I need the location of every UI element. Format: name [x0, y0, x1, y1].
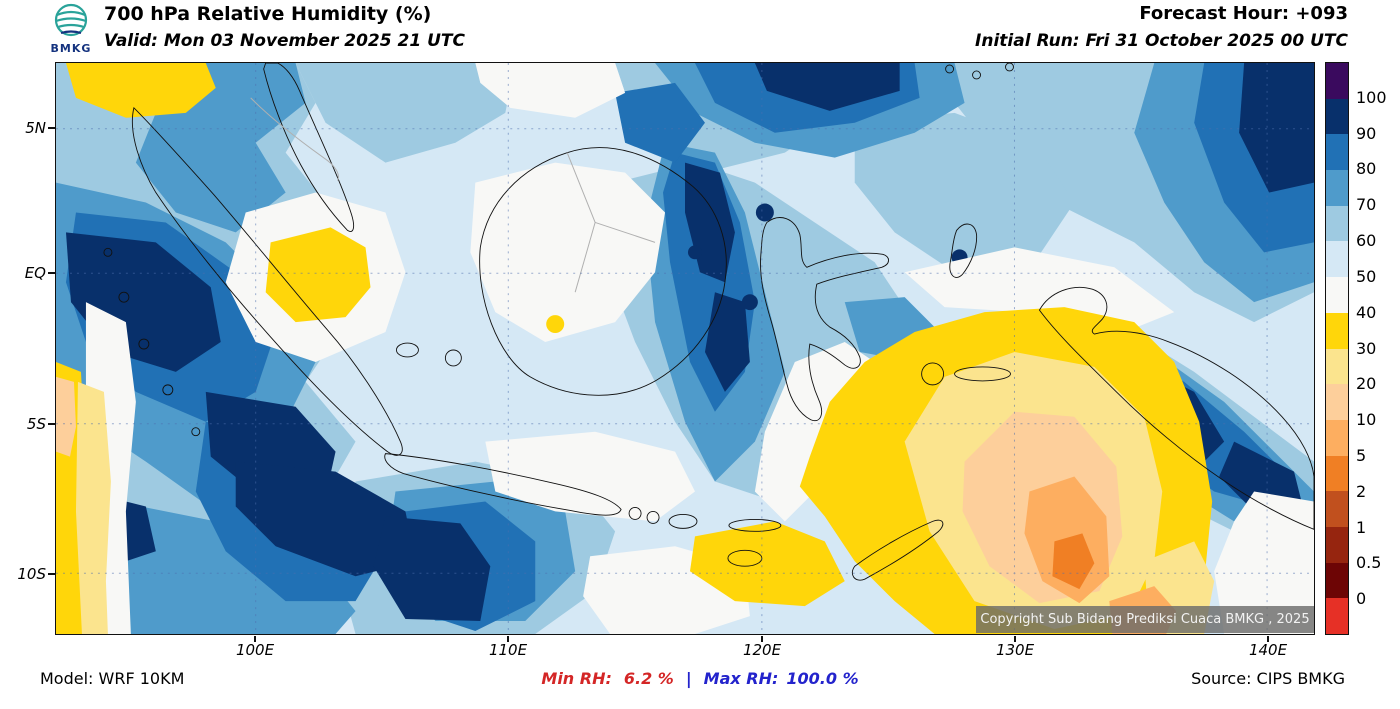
- forecast-hour-label: Forecast Hour: +093: [1139, 3, 1348, 24]
- colorbar-label: 20: [1356, 374, 1377, 394]
- y-axis-label-eq: EQ: [24, 264, 46, 282]
- y-axis-label-5s: 5S: [26, 415, 46, 433]
- colorbar-segment: [1326, 348, 1348, 385]
- bmkg-logo: BMKG: [42, 1, 100, 61]
- colorbar-segment: [1326, 384, 1348, 420]
- colorbar-labels: 100 90 80 70 60 50 40 30 20 10 5 2 1 0.5 0: [1356, 62, 1400, 635]
- colorbar: [1325, 62, 1349, 635]
- colorbar-label: 0.5: [1356, 553, 1382, 573]
- colorbar-label: 40: [1356, 302, 1377, 322]
- colorbar-label: 80: [1356, 159, 1377, 179]
- colorbar-segment: [1326, 277, 1348, 313]
- colorbar-segment: [1326, 98, 1348, 135]
- colorbar-label: 90: [1356, 123, 1377, 143]
- y-axis-label-5n: 5N: [25, 119, 46, 137]
- min-rh-label: Min RH:: [541, 669, 612, 688]
- colorbar-label: 2: [1356, 481, 1367, 501]
- colorbar-label: 50: [1356, 266, 1377, 286]
- y-axis-label-10s: 10S: [17, 565, 46, 583]
- colorbar-segment: [1326, 205, 1348, 242]
- colorbar-segment: [1326, 134, 1348, 171]
- colorbar-segment: [1326, 419, 1348, 456]
- x-axis-label-130e: 130E: [995, 641, 1035, 659]
- colorbar-segment: [1326, 241, 1348, 278]
- humidity-field-layer: [56, 63, 1314, 634]
- colorbar-label: 60: [1356, 231, 1377, 251]
- max-rh-label: Max RH:: [703, 669, 779, 688]
- source-label: Source: CIPS BMKG: [1191, 669, 1345, 688]
- colorbar-label: 100: [1356, 87, 1387, 107]
- colorbar-segment: [1326, 562, 1348, 599]
- page-title: 700 hPa Relative Humidity (%): [104, 3, 432, 25]
- colorbar-label: 70: [1356, 195, 1377, 215]
- bmkg-logo-text: BMKG: [50, 42, 92, 55]
- colorbar-label: 5: [1356, 445, 1367, 465]
- colorbar-label: 1: [1356, 517, 1367, 537]
- colorbar-segment: [1326, 598, 1348, 634]
- colorbar-label: 0: [1356, 589, 1367, 609]
- max-rh-value: 100.0 %: [786, 669, 859, 688]
- colorbar-segment: [1326, 526, 1348, 563]
- min-rh-value: 6.2 %: [623, 669, 674, 688]
- bmkg-logo-icon: [54, 3, 88, 37]
- colorbar-label: 30: [1356, 338, 1377, 358]
- min-max-rh: Min RH: 6.2 % | Max RH: 100.0 %: [541, 669, 858, 688]
- x-axis-label-100e: 100E: [235, 641, 275, 659]
- valid-time-label: Valid: Mon 03 November 2025 21 UTC: [104, 31, 465, 51]
- colorbar-segment: [1326, 491, 1348, 527]
- x-axis-label-110e: 110E: [488, 641, 528, 659]
- colorbar-label: 10: [1356, 410, 1377, 430]
- colorbar-segment: [1326, 312, 1348, 349]
- x-axis-label-140e: 140E: [1248, 641, 1288, 659]
- colorbar-segment: [1326, 455, 1348, 492]
- colorbar-segment: [1326, 170, 1348, 206]
- admin-border-layer: [250, 97, 656, 293]
- colorbar-segment: [1326, 63, 1348, 99]
- map-plot-area: Copyright Sub Bidang Prediksi Cuaca BMKG…: [55, 62, 1315, 635]
- initial-run-label: Initial Run: Fri 31 October 2025 00 UTC: [975, 31, 1348, 51]
- humidity-map-svg: [56, 63, 1314, 634]
- copyright-overlay: Copyright Sub Bidang Prediksi Cuaca BMKG…: [976, 606, 1314, 633]
- x-axis-label-120e: 120E: [742, 641, 782, 659]
- model-label: Model: WRF 10KM: [40, 669, 185, 688]
- min-max-separator: |: [685, 669, 692, 688]
